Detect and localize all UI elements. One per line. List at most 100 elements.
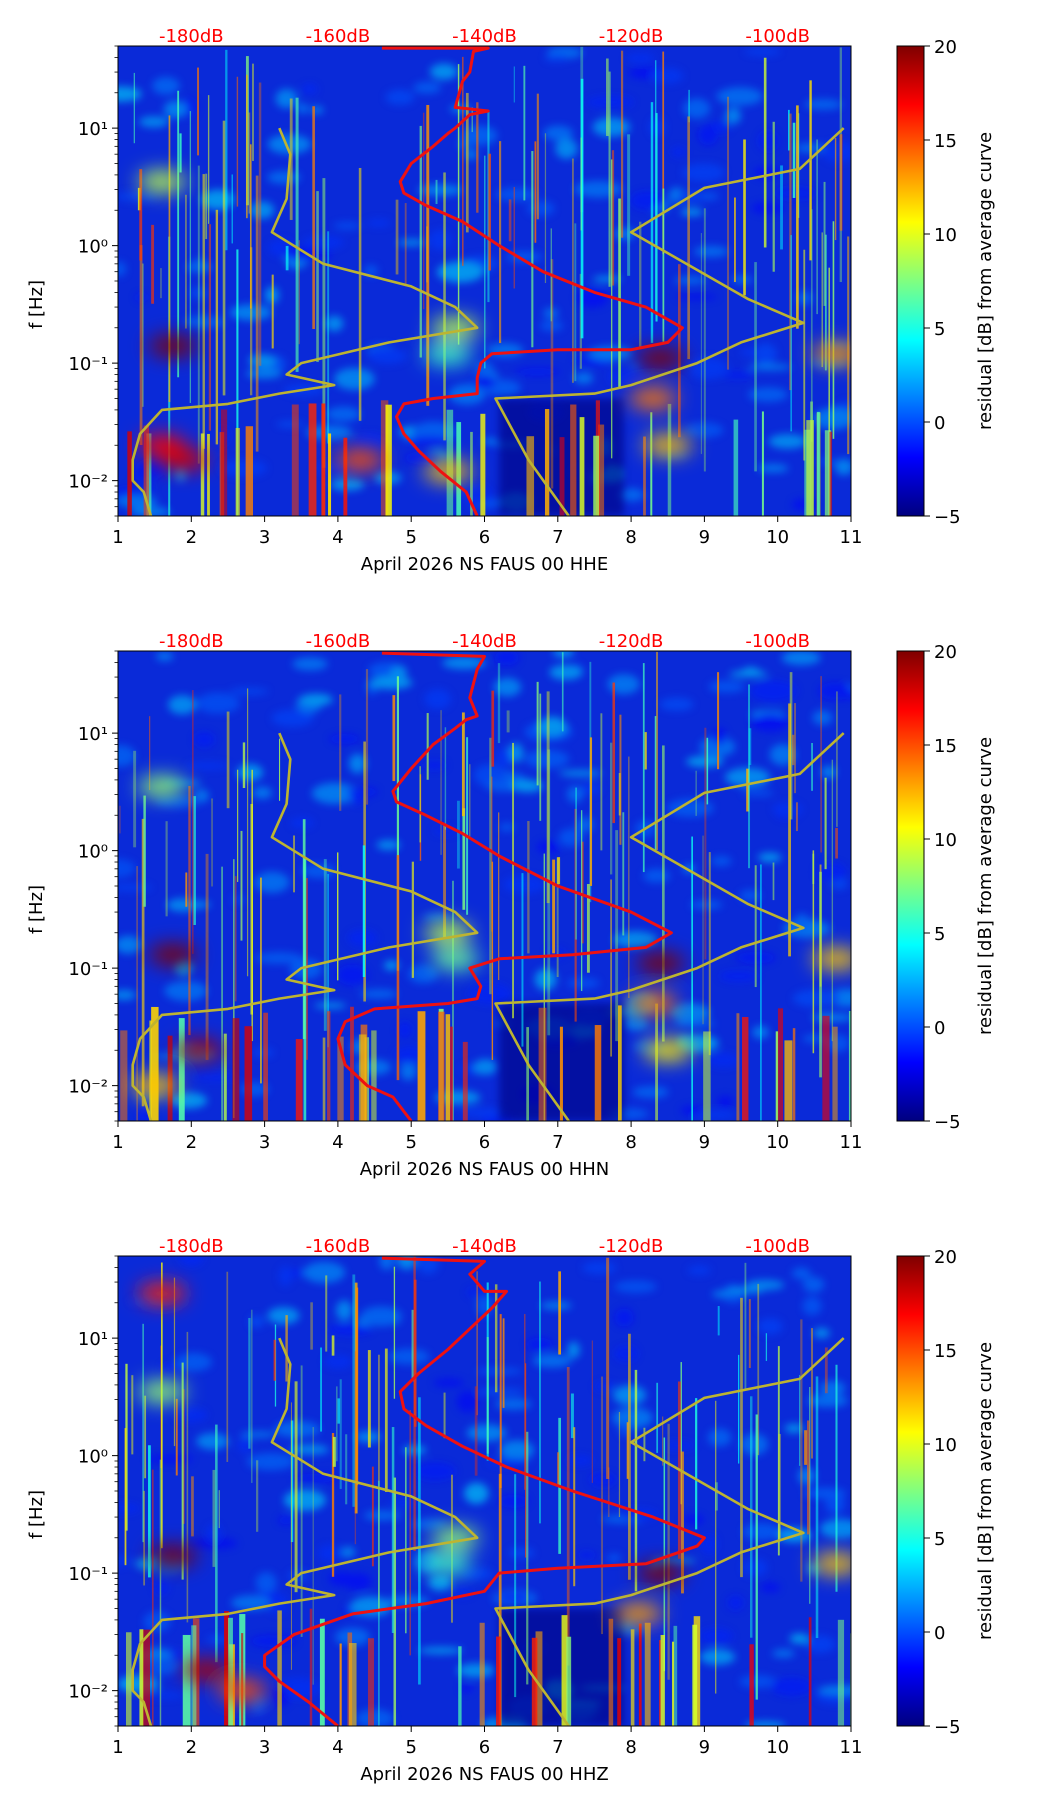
texture-blob — [457, 1663, 495, 1678]
texture-blob — [143, 1611, 171, 1632]
heatmap-streak — [556, 857, 559, 978]
heatmap-streak — [290, 1420, 294, 1543]
plot-area — [118, 1256, 851, 1726]
heatmap-hotspot — [636, 1563, 685, 1584]
texture-blob — [754, 343, 777, 365]
heatmap-streak — [393, 1477, 397, 1726]
heatmap-streak — [151, 1006, 159, 1121]
x-tick-label: 2 — [186, 1737, 197, 1758]
y-tick-label: 10¹ — [78, 724, 108, 745]
heatmap-streak — [327, 231, 330, 444]
texture-blob — [721, 371, 756, 379]
texture-blob — [567, 785, 584, 803]
heatmap-streak — [763, 57, 767, 248]
heatmap-streak — [205, 853, 209, 1060]
heatmap-streak — [131, 1375, 134, 1455]
heatmap-streak — [377, 1480, 380, 1726]
x-tick-label: 8 — [625, 1737, 636, 1758]
texture-blob — [675, 293, 718, 301]
heatmap-streak — [197, 165, 200, 464]
heatmap-streak — [489, 737, 492, 995]
heatmap-streak — [177, 90, 180, 378]
texture-blob — [429, 229, 451, 251]
y-axis-label: f [Hz] — [26, 280, 47, 329]
top-db-label: -100dB — [745, 26, 810, 47]
texture-blob — [750, 680, 797, 703]
heatmap-streak — [498, 141, 502, 344]
texture-blob — [540, 1301, 572, 1310]
heatmap-streak — [182, 1634, 191, 1726]
texture-blob — [614, 1308, 634, 1327]
texture-blob — [347, 929, 378, 947]
heatmap-streak — [249, 247, 253, 396]
texture-blob — [461, 1567, 493, 1581]
x-axis: 1 2 3 4 5 6 7 8 9 10 11 — [112, 516, 862, 548]
heatmap-streak — [594, 1025, 602, 1121]
texture-blob — [727, 1595, 744, 1611]
heatmap-streak — [561, 1615, 568, 1726]
texture-blob — [237, 763, 264, 781]
texture-blob — [682, 163, 725, 182]
texture-blob — [524, 749, 570, 769]
heatmap-streak — [662, 1416, 664, 1466]
top-axis: -180dB -160dB -140dB -120dB -100dB — [159, 1236, 810, 1257]
x-tick-label: 9 — [699, 1132, 710, 1153]
y-tick-label: 10¹ — [78, 119, 108, 140]
texture-blob — [742, 1523, 781, 1541]
texture-blob — [789, 1633, 810, 1644]
texture-blob — [612, 1407, 653, 1429]
texture-blob — [164, 980, 208, 1002]
heatmap-hotspot — [174, 1040, 223, 1061]
texture-blob — [229, 304, 272, 321]
texture-blob — [249, 201, 275, 219]
texture-blob — [196, 692, 240, 714]
heatmap-streak — [506, 710, 510, 733]
heatmap-streak — [142, 1323, 144, 1543]
top-db-label: -120dB — [599, 26, 664, 47]
heatmap-streak — [202, 174, 205, 449]
heatmap-streak — [215, 209, 219, 445]
texture-blob — [323, 1354, 353, 1369]
heatmap-streak — [621, 50, 624, 238]
heatmap-streak — [380, 400, 389, 516]
texture-blob — [193, 731, 215, 748]
texture-blob — [798, 1466, 816, 1485]
heatmap-streak — [627, 134, 631, 276]
heatmap-streak — [497, 663, 501, 744]
texture-blob — [417, 184, 463, 196]
heatmap-streak — [527, 821, 530, 954]
series-olive-left — [131, 127, 479, 516]
heatmap-streak — [534, 141, 537, 243]
heatmap-streak — [322, 178, 326, 468]
texture-blob — [538, 716, 567, 737]
heatmap-streak — [579, 417, 585, 516]
heatmap-streak — [811, 1328, 813, 1459]
texture-blob — [840, 400, 851, 410]
heatmap-streak — [715, 1482, 718, 1511]
heatmap-streak — [221, 866, 223, 1121]
texture-blob — [813, 1328, 830, 1339]
heatmap-streak — [328, 433, 332, 516]
heatmap-streak — [120, 1030, 128, 1121]
heatmap-streak — [800, 1319, 803, 1582]
heatmap-streak — [327, 1011, 331, 1121]
heatmap-streak — [628, 756, 630, 999]
top-db-label: -160dB — [306, 1236, 371, 1257]
heatmap-streak — [611, 159, 613, 459]
heatmap-streak — [491, 690, 495, 767]
heatmap-streak — [795, 802, 798, 832]
x-tick-label: 7 — [552, 1132, 563, 1153]
heatmap-streak — [525, 1363, 527, 1558]
heatmap-streak — [471, 107, 473, 133]
texture-blob — [503, 875, 546, 894]
heatmap-streak — [581, 841, 584, 944]
texture-blob — [353, 433, 386, 451]
colorbar-bar — [896, 650, 925, 1122]
heatmap-streak — [246, 74, 248, 219]
heatmap-streak — [426, 713, 429, 780]
heatmap-hotspot — [614, 1603, 663, 1624]
heatmap-streak — [191, 1476, 194, 1537]
texture-blob — [118, 86, 142, 102]
heatmap-streak — [365, 669, 369, 805]
texture-blob — [742, 1558, 768, 1577]
